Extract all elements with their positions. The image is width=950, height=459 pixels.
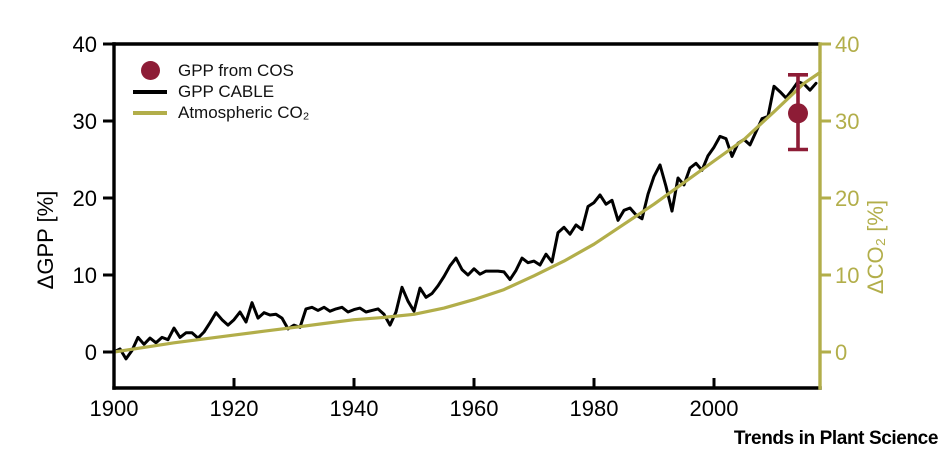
- legend-circle-icon: [140, 61, 160, 80]
- legend-black-line-icon: [133, 89, 167, 94]
- left-axis-tick-label: 40: [73, 32, 97, 57]
- right-axis-tick-label: 20: [835, 186, 859, 211]
- left-axis-tick-label: 20: [73, 186, 97, 211]
- legend-marker-col: [133, 110, 167, 115]
- x-axis-tick-label: 2000: [690, 396, 739, 421]
- right-axis-tick-label: 10: [835, 263, 859, 288]
- gpp-cable-line: [112, 80, 818, 361]
- x-axis-tick-label: 1960: [450, 396, 499, 421]
- journal-branding: Trends in Plant Science: [733, 428, 939, 449]
- x-axis-tick-label: 1940: [330, 396, 379, 421]
- right-axis-tick-label: 30: [835, 109, 859, 134]
- legend-item-gpp-from-cos: GPP from COS: [133, 60, 309, 81]
- cos-data-point: [788, 103, 808, 124]
- left-axis-tick-label: 0: [85, 340, 97, 365]
- legend-olive-line-icon: [133, 110, 167, 115]
- left-axis-tick-label: 10: [73, 263, 97, 288]
- right-axis-tick-label: 40: [835, 32, 859, 57]
- legend-label-atmospheric-co2: Atmospheric CO₂: [178, 102, 310, 122]
- x-axis-tick-label: 1980: [570, 396, 619, 421]
- legend-item-gpp-cable: GPP CABLE: [133, 81, 309, 102]
- legend-label-gpp-cable: GPP CABLE: [178, 81, 275, 101]
- legend-item-atmospheric-co2: Atmospheric CO₂: [133, 102, 309, 123]
- right-axis-tick-label: 0: [835, 340, 847, 365]
- x-axis-tick-label: 1920: [210, 396, 259, 421]
- legend-marker-col: [133, 61, 167, 80]
- x-axis-tick-label: 1900: [90, 396, 139, 421]
- left-axis-tick-label: 30: [73, 109, 97, 134]
- legend-marker-col: [133, 89, 167, 94]
- legend: GPP from COS GPP CABLE Atmospheric CO₂: [133, 60, 309, 123]
- y-axis-title-right: ΔCO₂ [%]: [863, 199, 888, 295]
- co2-line: [112, 70, 822, 354]
- y-axis-title-left: ΔGPP [%]: [33, 190, 58, 290]
- legend-label-gpp-from-cos: GPP from COS: [178, 60, 294, 80]
